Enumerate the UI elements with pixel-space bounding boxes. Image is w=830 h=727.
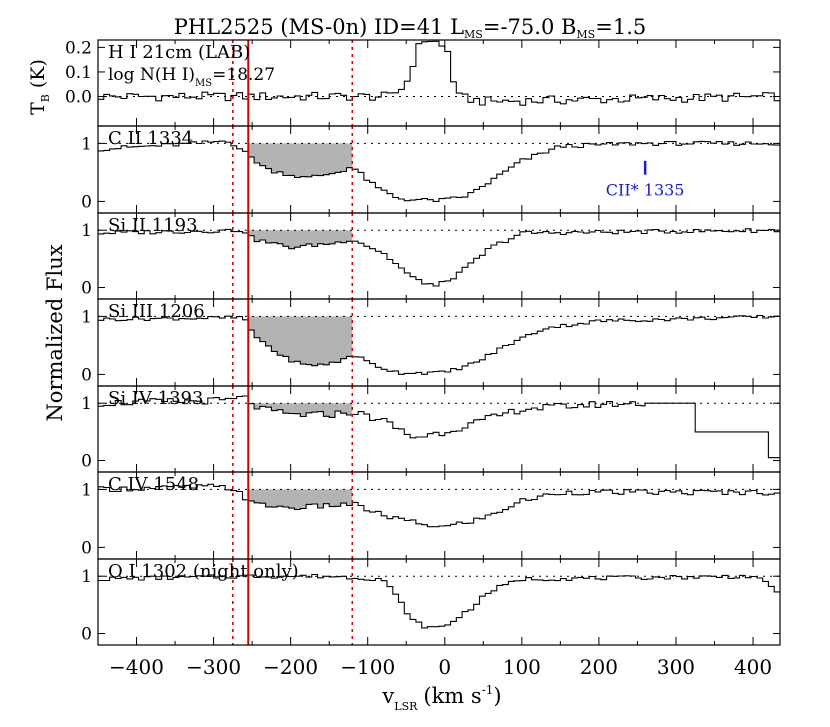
panel-frame [97, 558, 781, 646]
absorption-shade [248, 403, 353, 418]
spectrum-line [98, 314, 780, 375]
panel-label: Si II 1193 [108, 215, 198, 236]
x-tick-label: 0 [438, 655, 451, 679]
y-tick-label: 0.0 [65, 88, 92, 108]
absorption-shade [248, 489, 353, 510]
x-tick-label: −400 [109, 655, 164, 679]
panel-label: Si III 1206 [108, 301, 205, 322]
x-tick-label: −300 [186, 655, 241, 679]
y-tick-label: 0.1 [65, 63, 92, 83]
x-tick-label: 200 [580, 655, 618, 679]
y-tick-label: 0 [81, 365, 92, 385]
panel-label: H I 21cm (LAB) [108, 42, 250, 63]
panel-oi: 0 1 O I 1302 (night only) [81, 558, 781, 646]
y-tick-label: 0.2 [65, 38, 92, 58]
spectrum-line [98, 483, 780, 528]
x-tick-labels: −400 −300 −200 −100 0 100 200 300 400 [109, 655, 772, 679]
panel-label: Si IV 1393 [108, 388, 203, 409]
y-tick-label: 1 [81, 134, 92, 154]
x-tick-label: 300 [657, 655, 695, 679]
x-tick-label: −100 [340, 655, 395, 679]
spectrum-line [98, 573, 780, 629]
x-tick-label: 400 [734, 655, 772, 679]
spectrum-line [98, 140, 780, 202]
y-tick-label: 1 [81, 567, 92, 587]
panel-cii: 0 1 C II 1334 CII* 1335 [81, 125, 781, 214]
y-tick-label: 1 [81, 307, 92, 327]
spectrum-line [98, 40, 780, 106]
absorption-shade [248, 316, 353, 366]
y-tick-label: 1 [81, 394, 92, 414]
spectrum-line [98, 228, 780, 287]
y-axis-label: Normalized Flux [43, 244, 67, 421]
x-tick-label: −200 [263, 655, 318, 679]
y-tick-label: 0 [81, 452, 92, 472]
panel-label: C IV 1548 [108, 474, 199, 495]
panel-siii: 0 1 Si II 1193 [81, 212, 781, 300]
y-tick-label: 0 [81, 538, 92, 558]
annotation-label: CII* 1335 [606, 181, 685, 200]
panel-siiii: 0 1 Si III 1206 [81, 298, 781, 387]
column-density-label: log N(H I)MS=18.27 [108, 65, 275, 89]
x-axis-label: vLSR (km s-1) [381, 683, 501, 713]
absorption-shade [248, 143, 353, 178]
panel-label: C II 1334 [108, 128, 193, 149]
x-tick-label: 100 [503, 655, 541, 679]
y-tick-label: 0 [81, 625, 92, 645]
chart-title: PHL2525 (MS-0n) ID=41 LMS=-75.0 BMS=1.5 [174, 15, 646, 41]
panel-label: O I 1302 (night only) [108, 561, 299, 582]
panel-y-label: TB (K) [27, 59, 52, 115]
spectrum-line [98, 395, 780, 459]
y-tick-label: 0 [81, 279, 92, 299]
y-tick-label: 0 [81, 192, 92, 212]
panels-group: 0.2 0.1 0.0 H I 21cm (LAB)log N(H I)MS=18.2… [27, 38, 781, 646]
y-tick-label: 1 [81, 221, 92, 241]
panel-civ: 0 1 C IV 1548 [81, 471, 781, 560]
y-tick-label: 1 [81, 480, 92, 500]
panel-siiv: 0 1 Si IV 1393 [81, 385, 781, 473]
panel-hi: 0.2 0.1 0.0 H I 21cm (LAB)log N(H I)MS=18.2… [27, 38, 781, 127]
